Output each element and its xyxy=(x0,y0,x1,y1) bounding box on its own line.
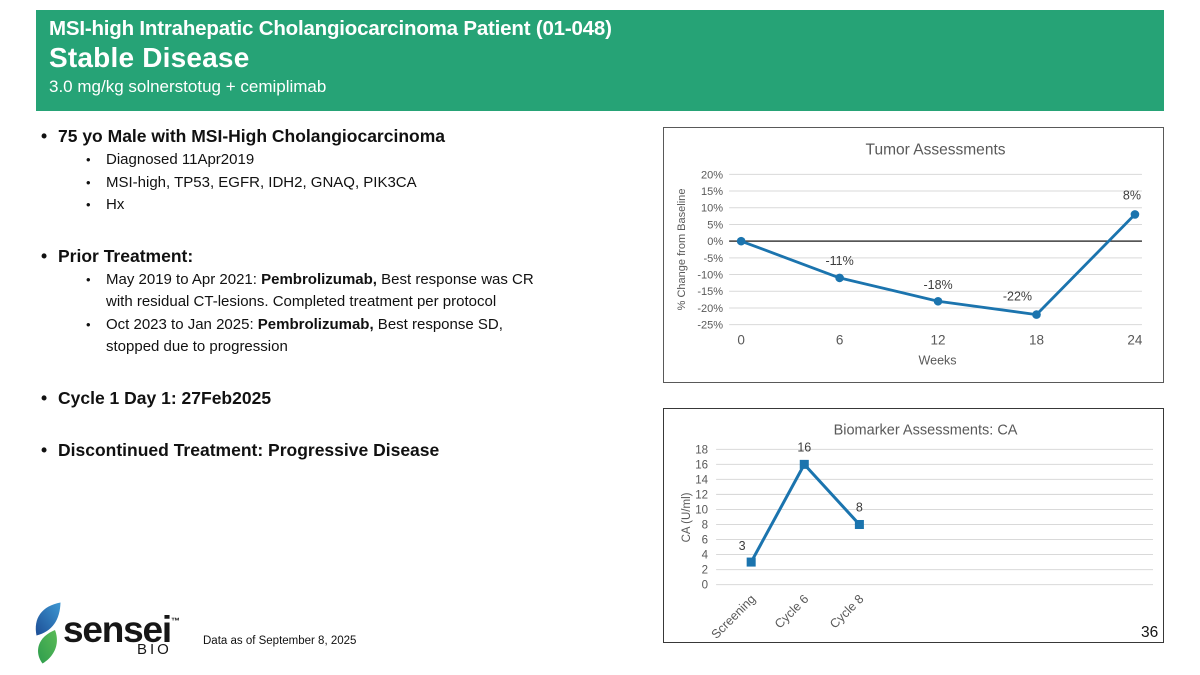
chart-title: Biomarker Assessments: CA xyxy=(834,422,1018,438)
bullet-marker: • xyxy=(41,387,48,408)
bullet-text: Discontinued Treatment: Progressive Dise… xyxy=(58,439,440,460)
header-banner: MSI-high Intrahepatic Cholangiocarcinoma… xyxy=(36,10,1164,111)
svg-text:-18%: -18% xyxy=(923,278,952,292)
bullet-spacer xyxy=(36,217,651,244)
bullet-text: May 2019 to Apr 2021: Pembrolizumab, Bes… xyxy=(106,270,534,311)
biomarker-assessments-chart: Biomarker Assessments: CA 0 2 4 6 8 10 12 14 16 18… xyxy=(663,408,1164,643)
svg-text:0%: 0% xyxy=(707,236,723,248)
svg-text:18: 18 xyxy=(1029,333,1044,348)
svg-text:8: 8 xyxy=(702,520,708,532)
svg-text:0: 0 xyxy=(702,580,708,592)
x-axis-label: Weeks xyxy=(919,354,957,368)
bullet-text: Cycle 1 Day 1: 27Feb2025 xyxy=(58,387,272,408)
svg-text:Cycle 8: Cycle 8 xyxy=(827,592,866,631)
chart-title: Tumor Assessments xyxy=(866,141,1006,158)
bullet-text: 75 yo Male with MSI-High Cholangiocarcin… xyxy=(58,126,445,146)
svg-text:8: 8 xyxy=(856,500,863,514)
svg-text:4: 4 xyxy=(702,550,709,562)
y-gridlines xyxy=(716,448,1153,586)
y-axis-label: % Change from Baseline xyxy=(676,189,688,311)
svg-text:-22%: -22% xyxy=(1003,290,1032,304)
svg-text:-5%: -5% xyxy=(704,253,724,265)
data-point-markers xyxy=(746,459,864,567)
svg-text:12: 12 xyxy=(931,333,946,348)
svg-text:20%: 20% xyxy=(701,169,723,181)
sensei-leaf-icon xyxy=(35,602,61,664)
data-as-of-note: Data as of September 8, 2025 xyxy=(203,635,357,647)
svg-text:16: 16 xyxy=(797,440,811,454)
sub-bullet-item: • Oct 2023 to Jan 2025: Pembrolizumab, Be… xyxy=(36,314,651,359)
data-point-labels: 3 16 8 xyxy=(739,440,863,553)
svg-text:18: 18 xyxy=(695,444,708,456)
svg-text:2: 2 xyxy=(702,565,708,577)
svg-text:-10%: -10% xyxy=(697,270,723,282)
sub-bullet-item: • MSI-high, TP53, EGFR, IDH2, GNAQ, PIK3C… xyxy=(36,172,651,195)
bullet-text: Hx xyxy=(106,196,125,213)
bullet-text: Prior Treatment: xyxy=(58,245,194,266)
bullet-marker: • xyxy=(86,197,91,212)
bullet-marker: • xyxy=(41,439,48,460)
bullet-text: Oct 2023 to Jan 2025: Pembrolizumab, Bes… xyxy=(106,315,503,356)
bullet-spacer xyxy=(36,359,651,386)
sub-bullet-item: • Hx xyxy=(36,194,651,217)
patient-details: • 75 yo Male with MSI-High Cholangiocarci… xyxy=(36,124,651,463)
sub-bullet-item: • Diagnosed 11Apr2019 xyxy=(36,149,651,172)
svg-text:-11%: -11% xyxy=(825,254,853,268)
svg-text:10%: 10% xyxy=(701,203,723,215)
svg-text:12: 12 xyxy=(695,489,708,501)
svg-text:Screening: Screening xyxy=(709,592,759,642)
bullet-text: MSI-high, TP53, EGFR, IDH2, GNAQ, PIK3CA xyxy=(106,173,417,191)
y-axis-ticks: 0 2 4 6 8 10 12 14 16 18 xyxy=(695,444,708,591)
logo-bio-label: BIO xyxy=(137,641,172,658)
logo-wordmark: sensei™ xyxy=(63,609,180,650)
svg-text:-25%: -25% xyxy=(697,320,723,332)
bullet-item: • Cycle 1 Day 1: 27Feb2025 xyxy=(36,387,651,410)
svg-text:-15%: -15% xyxy=(697,286,723,298)
svg-text:14: 14 xyxy=(695,474,708,486)
sub-bullet-item: • May 2019 to Apr 2021: Pembrolizumab, Be… xyxy=(36,269,651,314)
svg-text:24: 24 xyxy=(1127,333,1143,348)
svg-text:6: 6 xyxy=(702,535,708,547)
svg-text:10: 10 xyxy=(695,504,708,516)
biomarker-assessments-svg: Biomarker Assessments: CA 0 2 4 6 8 10 12 14 16 18… xyxy=(681,422,1153,642)
bullet-item: • 75 yo Male with MSI-High Cholangiocarci… xyxy=(36,125,651,148)
data-point-labels: -11% -18% -22% 8% xyxy=(825,188,1141,303)
patient-kicker: MSI-high Intrahepatic Cholangiocarcinoma… xyxy=(49,17,612,40)
y-axis-label: CA (U/ml) xyxy=(681,492,693,542)
bullet-item: • Discontinued Treatment: Progressive Dis… xyxy=(36,439,651,462)
slide-title: Stable Disease xyxy=(49,42,250,73)
y-axis-ticks: 20% 15% 10% 5% 0% -5% -10% -15% -20% -25% xyxy=(697,169,723,331)
tumor-assessments-chart: Tumor Assessments 20% 15% 10% 5% 0% -5% -10% -15… xyxy=(663,127,1164,383)
svg-text:Cycle 6: Cycle 6 xyxy=(772,592,811,631)
svg-text:3: 3 xyxy=(739,539,746,553)
treatment-subtitle: 3.0 mg/kg solnerstotug + cemiplimab xyxy=(49,77,327,96)
sensei-bio-logo: sensei™ BIO xyxy=(33,599,233,665)
patient-bullet-list: • 75 yo Male with MSI-High Cholangiocarci… xyxy=(36,125,651,462)
page-number: 36 xyxy=(1141,624,1159,641)
tumor-assessments-svg: Tumor Assessments 20% 15% 10% 5% 0% -5% -10% -15… xyxy=(676,141,1143,368)
bullet-marker: • xyxy=(86,271,91,287)
trademark-symbol: ™ xyxy=(171,616,180,626)
svg-text:5%: 5% xyxy=(707,219,723,231)
bullet-marker: • xyxy=(86,152,91,167)
bullet-text: Diagnosed 11Apr2019 xyxy=(106,151,255,168)
svg-text:0: 0 xyxy=(737,333,745,348)
svg-text:6: 6 xyxy=(836,333,844,348)
svg-text:16: 16 xyxy=(695,459,708,471)
x-axis-ticks: 0 6 12 18 24 xyxy=(737,333,1143,348)
bullet-marker: • xyxy=(41,245,48,266)
x-axis-category-labels: Screening Cycle 6 Cycle 8 xyxy=(709,592,867,642)
bullet-item: • Prior Treatment: xyxy=(36,245,651,268)
bullet-marker: • xyxy=(41,126,48,146)
svg-text:15%: 15% xyxy=(701,186,723,198)
bullet-marker: • xyxy=(86,316,91,332)
svg-text:8%: 8% xyxy=(1123,188,1141,202)
bullet-spacer xyxy=(36,411,651,438)
bullet-marker: • xyxy=(86,174,91,190)
svg-text:-20%: -20% xyxy=(697,303,723,315)
data-point-markers xyxy=(736,210,1140,319)
